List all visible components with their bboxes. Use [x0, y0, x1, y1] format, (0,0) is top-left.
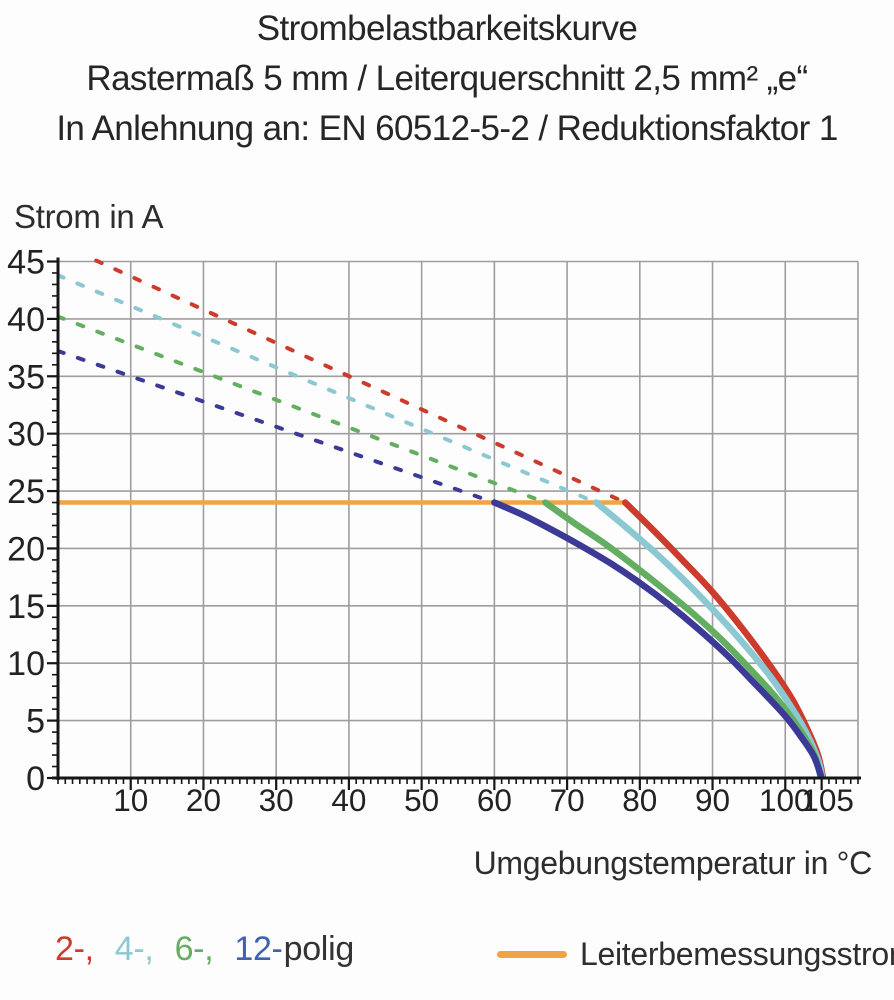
- dashed-curves: [58, 258, 628, 505]
- y-tick-label: 30: [7, 416, 45, 454]
- y-tick-label: 5: [26, 703, 45, 741]
- x-tick-label: 40: [331, 782, 366, 818]
- y-tick-label: 25: [7, 473, 45, 511]
- x-tick-label: 90: [695, 782, 730, 818]
- y-tick-label: 20: [7, 530, 45, 568]
- legend-poles: 2-, 4-, 6-, 12- polig: [55, 930, 354, 969]
- solid-curves: [491, 499, 827, 778]
- dashed-curve-6-polig: [58, 314, 548, 505]
- y-tick-label: 40: [7, 301, 45, 339]
- x-tick-label: 80: [622, 782, 657, 818]
- x-tick-label: 70: [550, 782, 585, 818]
- x-tick-label: 20: [186, 782, 221, 818]
- solid-curve-6-polig: [542, 499, 825, 778]
- title-line-1: Strombelastbarkeitskurve: [256, 9, 638, 48]
- solid-curve-12-polig: [491, 499, 825, 778]
- dashed-curve-2-polig: [86, 258, 628, 505]
- y-tick-label: 15: [7, 588, 45, 626]
- legend-pole-item: 4-,: [114, 930, 154, 968]
- legend-pole-item: 6-,: [174, 930, 214, 968]
- rated-current-label: Leiterbemessungsstrom: [580, 936, 894, 972]
- y-tick-label: 0: [26, 760, 45, 798]
- axes: [52, 257, 861, 780]
- x-tick-label: 100: [759, 782, 812, 818]
- legend-pole-item: 2-,: [55, 930, 94, 968]
- y-tick-label: 45: [7, 244, 45, 282]
- chart-header: Strombelastbarkeitskurve Rastermaß 5 mm …: [0, 4, 894, 154]
- y-axis-title: Strom in A: [14, 198, 164, 235]
- x-tick-label: 105: [801, 782, 854, 818]
- gridlines: [58, 260, 859, 778]
- dashed-curve-12-polig: [58, 349, 497, 505]
- ticks: [47, 260, 859, 790]
- x-tick-label: 10: [113, 782, 148, 818]
- dashed-curve-4-polig: [58, 273, 599, 505]
- x-tick-label: 60: [477, 782, 512, 818]
- y-tick-label: 35: [7, 358, 45, 396]
- legend-pole-item: 12-: [234, 930, 283, 968]
- x-tick-label: 30: [259, 782, 294, 818]
- legend-rated-current: Leiterbemessungsstrom: [497, 936, 894, 973]
- rated-current-swatch: [497, 951, 567, 958]
- legend-pole-suffix: polig: [283, 930, 355, 968]
- title-line-3: In Anlehnung an: EN 60512-5-2 / Reduktio…: [56, 109, 838, 148]
- title-line-2: Rastermaß 5 mm / Leiterquerschnitt 2,5 m…: [86, 59, 808, 98]
- y-tick-label: 10: [7, 645, 45, 683]
- x-axis-title: Umgebungstemperatur in °C: [473, 845, 873, 881]
- x-tick-label: 50: [404, 782, 439, 818]
- y-tick-labels: 0 5 10 15 20 25 30 35 40 45: [7, 244, 45, 799]
